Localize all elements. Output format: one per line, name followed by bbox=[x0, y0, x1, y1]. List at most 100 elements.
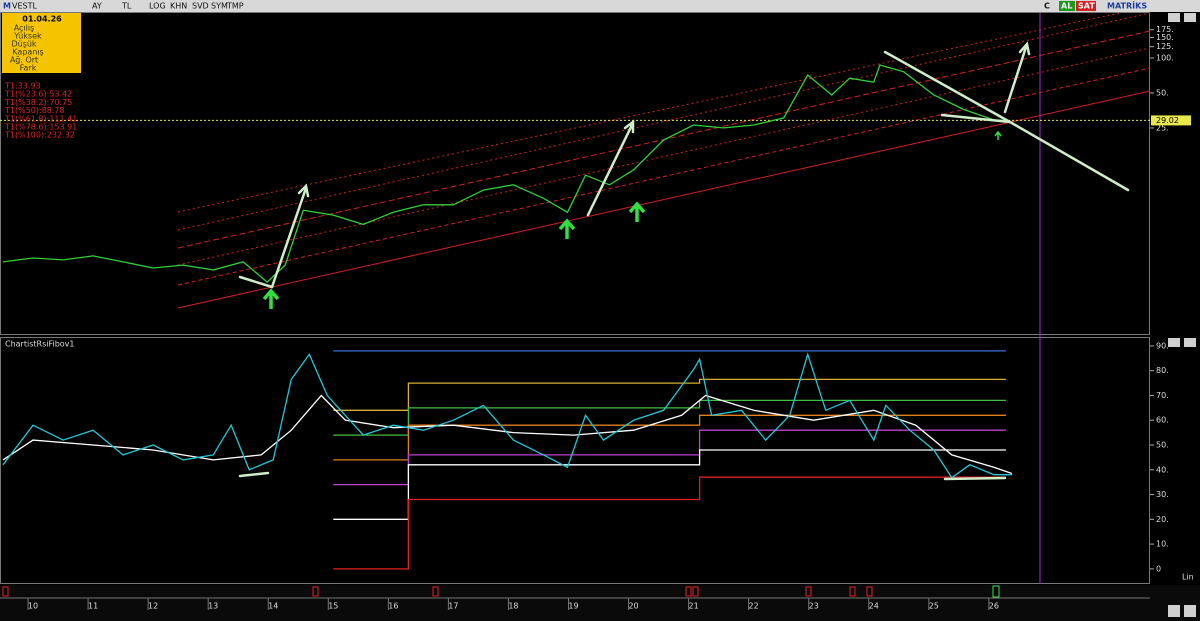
panel-button[interactable] bbox=[1184, 338, 1196, 347]
arrow-head bbox=[623, 119, 635, 134]
toolbar-button[interactable] bbox=[1076, 1, 1096, 11]
y-tick-label: 150. bbox=[1156, 33, 1174, 42]
toolbar-item[interactable]: AY bbox=[92, 2, 102, 11]
indicator-line bbox=[333, 429, 1006, 486]
drawing-arrow bbox=[270, 186, 308, 289]
buy-signals bbox=[262, 130, 1002, 309]
panel-title: ChartistRsiFibov1 bbox=[5, 340, 75, 349]
x-tick-label: 17 bbox=[448, 602, 458, 611]
drawing-line bbox=[943, 476, 1007, 481]
fib-level: T1:33.93 bbox=[4, 82, 41, 91]
up-arrow bbox=[262, 288, 280, 309]
y-tick-label: 25. bbox=[1156, 123, 1169, 132]
drawing-line bbox=[238, 471, 270, 478]
indicator-line bbox=[2, 352, 1012, 479]
info-date: 01.04.26 bbox=[22, 15, 62, 24]
indicator-line bbox=[333, 449, 1006, 520]
panel-button[interactable] bbox=[1184, 13, 1196, 22]
panel-button[interactable] bbox=[1168, 338, 1180, 347]
event-marker bbox=[685, 586, 692, 597]
toolbar-item[interactable]: TL bbox=[121, 2, 132, 11]
toolbar-item[interactable]: VESTL bbox=[12, 2, 37, 11]
channel-line bbox=[177, 47, 1151, 266]
y-tick-label: 50. bbox=[1156, 441, 1169, 450]
arrow-head bbox=[1018, 41, 1031, 56]
event-marker bbox=[992, 585, 1000, 598]
toolbar-items: M VESTL AY TL LOG KHN SVD SYM TMP C AL SAT MATRİKS bbox=[3, 1, 1147, 11]
channel-line bbox=[177, 67, 1151, 286]
x-tick-label: 22 bbox=[749, 602, 759, 611]
fib-level: T1(%61.8):111.41 bbox=[4, 114, 77, 123]
drawing-line bbox=[883, 50, 1012, 124]
y-tick-label: 30. bbox=[1156, 490, 1169, 499]
toolbar-item[interactable]: SVD bbox=[192, 2, 209, 11]
y-tick-label: 0 bbox=[1156, 564, 1161, 573]
toolbar-item[interactable]: SYM bbox=[211, 2, 228, 11]
toolbar-item[interactable]: SAT bbox=[1078, 2, 1095, 11]
fib-level: T1(%38.2):70.75 bbox=[4, 98, 72, 107]
toolbar-button[interactable] bbox=[1059, 1, 1075, 11]
y-tick-label: 10. bbox=[1156, 540, 1169, 549]
up-arrow bbox=[558, 218, 576, 239]
info-field: Ağ. Ort bbox=[10, 56, 38, 65]
x-tick-label: 24 bbox=[869, 602, 879, 611]
y-tick-label: 100. bbox=[1156, 53, 1174, 62]
drawing-line bbox=[940, 113, 1012, 124]
info-field: Açılış bbox=[14, 24, 35, 33]
x-tick-label: 10 bbox=[28, 602, 38, 611]
panel-button[interactable] bbox=[1168, 13, 1180, 22]
y-tick-label: 90. bbox=[1156, 341, 1169, 350]
event-marker bbox=[312, 586, 319, 597]
scroll-left[interactable] bbox=[1168, 605, 1180, 617]
toolbar-item[interactable]: KHN bbox=[170, 2, 187, 11]
info-field: Fark bbox=[20, 64, 37, 73]
event-marker bbox=[2, 586, 9, 597]
y-tick-label: 50. bbox=[1156, 88, 1169, 97]
channel-line bbox=[177, 12, 1121, 213]
x-tick-label: 26 bbox=[989, 602, 999, 611]
toolbar-item[interactable]: AL bbox=[1061, 2, 1072, 11]
x-tick-label: 18 bbox=[508, 602, 518, 611]
indicator-line bbox=[333, 399, 1006, 436]
y-tick-label: 60. bbox=[1156, 416, 1169, 425]
y-tick-label: 20. bbox=[1156, 515, 1169, 524]
drawing-line bbox=[1008, 120, 1130, 192]
x-tick-label: 11 bbox=[88, 602, 98, 611]
channel bbox=[177, 12, 1151, 309]
channel-line bbox=[177, 12, 1151, 231]
drawing-arrow bbox=[586, 123, 634, 217]
logo: M bbox=[3, 2, 11, 11]
toolbar-item[interactable]: MATRİKS bbox=[1107, 1, 1147, 11]
x-tick-label: 12 bbox=[148, 602, 158, 611]
up-arrow bbox=[994, 130, 1002, 140]
fib-level: T1(%100):232.32 bbox=[4, 131, 75, 140]
indicator-line bbox=[333, 476, 1006, 570]
y-tick-label: 40. bbox=[1156, 465, 1169, 474]
event-marker bbox=[866, 586, 873, 597]
y-tick-label: 80. bbox=[1156, 366, 1169, 375]
toolbar bbox=[0, 0, 1200, 12]
x-tick-label: 21 bbox=[689, 602, 699, 611]
x-tick-label: 20 bbox=[628, 602, 638, 611]
scale-mode[interactable]: Lin bbox=[1182, 573, 1194, 582]
info-field: Yüksek bbox=[13, 32, 42, 41]
drawing-arrow bbox=[1003, 45, 1028, 114]
channel-base bbox=[177, 90, 1151, 309]
y-tick-label: 70. bbox=[1156, 391, 1169, 400]
last-price-label: 29.02 bbox=[1156, 116, 1179, 125]
plot-layer: 175.150.125. 100. 50. 25.29.02 90. 80. 70. 60. 5… bbox=[0, 25, 1194, 611]
x-tick-label: 16 bbox=[388, 602, 398, 611]
toolbar-item[interactable]: LOG bbox=[149, 2, 166, 11]
x-tick-label: 23 bbox=[809, 602, 819, 611]
scroll-right[interactable] bbox=[1184, 605, 1196, 617]
toolbar-item[interactable]: C bbox=[1044, 2, 1050, 11]
x-tick-label: 13 bbox=[208, 602, 218, 611]
last-price-box bbox=[1151, 115, 1191, 126]
x-tick-label: 25 bbox=[929, 602, 939, 611]
toolbar-item[interactable]: TMP bbox=[226, 2, 244, 11]
arrow-head bbox=[297, 183, 310, 198]
